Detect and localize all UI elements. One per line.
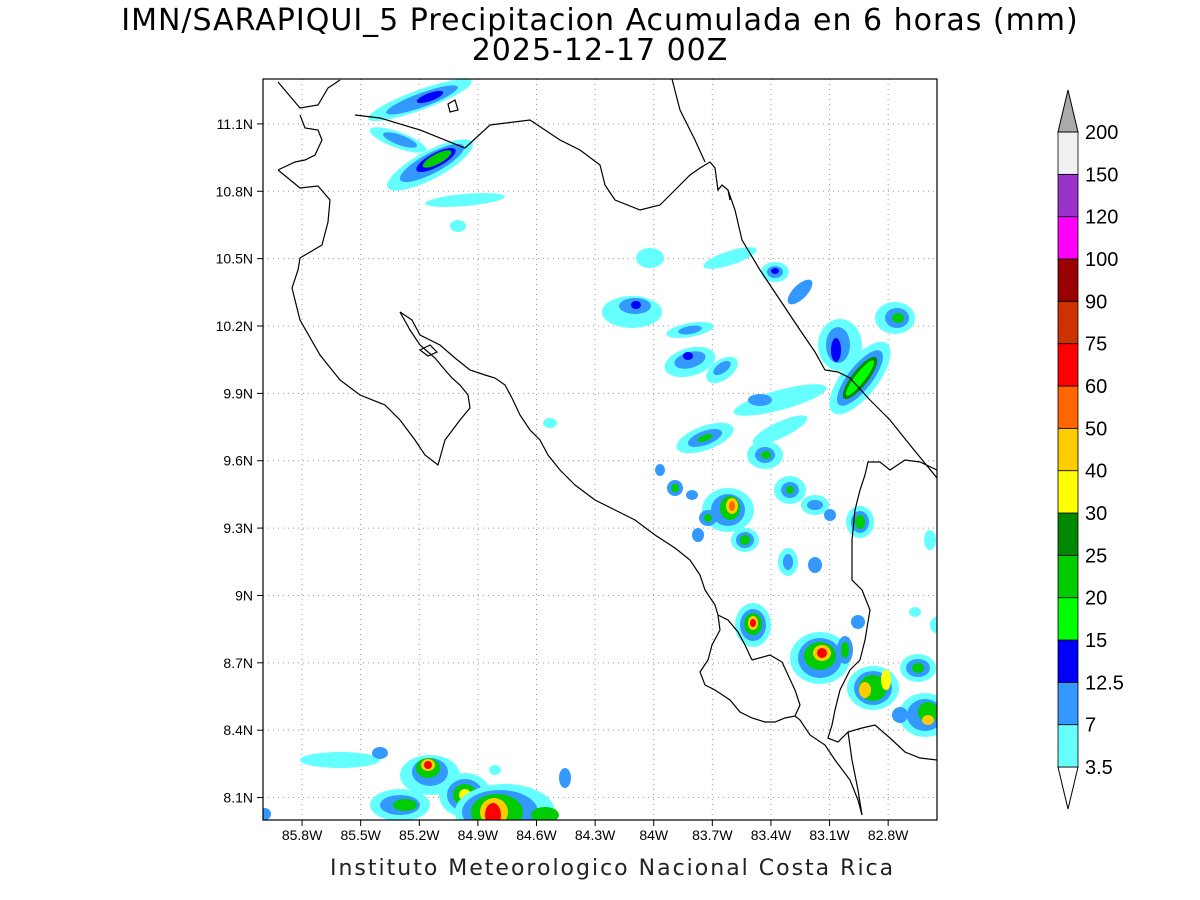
map-datetime: 2025-12-17 00Z xyxy=(471,33,729,68)
footer-credit: Instituto Meteorologico Nacional Costa R… xyxy=(330,856,896,881)
colorbar-label: 40 xyxy=(1085,461,1107,483)
lat-tick-label: 9.9N xyxy=(223,385,253,401)
rain-cell xyxy=(664,346,716,378)
colorbar-label: 120 xyxy=(1085,207,1118,229)
colorbar-swatch xyxy=(1057,173,1079,218)
colorbar-label: 200 xyxy=(1085,122,1118,144)
rain-cell xyxy=(455,784,555,820)
rain-cell xyxy=(899,693,937,737)
colorbar-swatch xyxy=(1057,258,1079,302)
colorbar-label: 20 xyxy=(1085,588,1107,610)
precipitation-field xyxy=(263,79,937,820)
colorbar-label: 3.5 xyxy=(1085,757,1113,779)
lon-tick-label: 83.4W xyxy=(751,827,792,843)
lat-tick-label: 8.4N xyxy=(223,722,253,738)
colorbar-swatch xyxy=(1057,554,1079,599)
rain-cell xyxy=(774,476,806,504)
colorbar-label: 60 xyxy=(1085,376,1107,398)
rain-cell xyxy=(761,262,789,282)
colorbar-over-arrow xyxy=(1057,89,1079,133)
lat-tick-label: 9.3N xyxy=(223,520,253,536)
rain-cell xyxy=(875,302,915,334)
colorbar-label: 150 xyxy=(1085,164,1118,186)
lon-tick-label: 84W xyxy=(639,827,669,843)
lat-tick-label: 9N xyxy=(235,587,253,603)
colorbar-swatch xyxy=(1057,639,1079,683)
rain-cell xyxy=(847,666,899,710)
coastline xyxy=(277,79,937,816)
colorbar-label: 75 xyxy=(1085,334,1107,356)
colorbar-swatch xyxy=(1057,597,1079,641)
rain-cell xyxy=(370,789,430,820)
rain-cell xyxy=(818,319,862,371)
rain-cell xyxy=(602,296,662,328)
map-frame xyxy=(262,78,938,821)
colorbar-label: 90 xyxy=(1085,291,1107,313)
rain-cell xyxy=(829,341,891,415)
colorbar-under-arrow xyxy=(1057,766,1079,810)
rain-cell xyxy=(846,506,874,538)
lon-tick-label: 84.6W xyxy=(516,827,557,843)
colorbar-swatch xyxy=(1057,470,1079,514)
colorbar-label: 50 xyxy=(1085,418,1107,440)
colorbar-swatch xyxy=(1057,427,1079,472)
rain-cell xyxy=(747,441,783,469)
colorbar-swatch xyxy=(1057,216,1079,260)
lon-tick-label: 84.3W xyxy=(575,827,616,843)
lat-tick-label: 8.1N xyxy=(223,790,253,806)
lon-tick-label: 85.8W xyxy=(282,827,323,843)
lon-tick-label: 85.2W xyxy=(399,827,440,843)
colorbar-label: 12.5 xyxy=(1085,672,1124,694)
colorbar-swatch xyxy=(1057,131,1079,175)
colorbar-swatch xyxy=(1057,681,1079,726)
colorbar-label: 30 xyxy=(1085,503,1107,525)
lat-tick-label: 10.5N xyxy=(216,251,253,267)
colorbar-swatch xyxy=(1057,724,1079,768)
rain-cell xyxy=(900,654,936,682)
colorbar-label: 7 xyxy=(1085,715,1096,737)
lat-tick-label: 9.6N xyxy=(223,453,253,469)
lon-tick-label: 83.7W xyxy=(692,827,733,843)
lon-tick-label: 85.5W xyxy=(340,827,381,843)
lat-tick-label: 10.8N xyxy=(216,183,253,199)
rain-cell xyxy=(369,127,427,153)
longitude-axis: 85.8W 85.5W 85.2W 84.9W 84.6W 84.3W 84W 83.7W 83… xyxy=(282,820,909,843)
colorbar-swatch xyxy=(1057,385,1079,429)
latitude-axis: 11.1N 10.8N 10.5N 10.2N 9.9N 9.6N 9.3N 9N 8.7N 8.… xyxy=(216,116,263,806)
colorbar-label: 15 xyxy=(1085,630,1107,652)
colorbar-swatch xyxy=(1057,300,1079,345)
colorbar: 3.5 7 12.5 15 20 25 30 40 50 60 75 90 100 120 150 200 xyxy=(1057,89,1124,810)
lon-tick-label: 84.9W xyxy=(458,827,499,843)
lon-tick-label: 83.1W xyxy=(809,827,850,843)
lat-tick-label: 10.2N xyxy=(216,318,253,334)
rain-cell xyxy=(735,603,771,647)
rain-cell xyxy=(731,528,759,552)
lon-tick-label: 82.8W xyxy=(868,827,909,843)
rain-cell xyxy=(790,632,850,684)
colorbar-label: 25 xyxy=(1085,545,1107,567)
colorbar-label: 100 xyxy=(1085,249,1118,271)
rain-cell xyxy=(676,422,734,454)
rain-cell xyxy=(706,356,738,384)
colorbar-swatch xyxy=(1057,343,1079,387)
rain-cell xyxy=(387,139,473,191)
lat-tick-label: 11.1N xyxy=(217,116,253,132)
colorbar-swatch xyxy=(1057,512,1079,556)
rain-cell xyxy=(368,79,472,122)
map-title: IMN/SARAPIQUI_5 Precipitacion Acumulada … xyxy=(121,3,1079,38)
lat-tick-label: 8.7N xyxy=(223,655,253,671)
